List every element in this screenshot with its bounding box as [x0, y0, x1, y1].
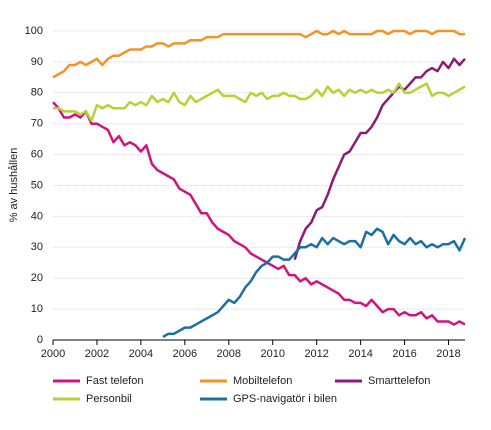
y-tick-label: 10 — [31, 303, 43, 315]
legend-label: Personbil — [86, 393, 132, 405]
x-tick-label: 2004 — [129, 348, 153, 360]
x-tick-label: 2012 — [304, 348, 328, 360]
y-tick-label: 30 — [31, 241, 43, 253]
y-tick-label: 90 — [31, 56, 43, 68]
y-tick-label: 20 — [31, 272, 43, 284]
series-line — [293, 57, 466, 261]
x-tick-label: 2010 — [260, 348, 284, 360]
series-line — [52, 101, 466, 326]
legend-label: Smarttelefon — [368, 375, 430, 387]
y-tick-label: 100 — [25, 25, 43, 37]
x-tick-label: 2014 — [348, 348, 372, 360]
series-line — [52, 29, 465, 79]
series-line — [162, 227, 467, 338]
legend-label: GPS-navigatör i bilen — [233, 393, 337, 405]
series-line — [53, 82, 466, 122]
x-tick-label: 2006 — [173, 348, 197, 360]
x-tick-label: 2002 — [85, 348, 109, 360]
y-axis-label: % av hushållen — [8, 148, 20, 223]
y-tick-label: 60 — [31, 149, 43, 161]
y-tick-label: 40 — [31, 210, 43, 222]
x-tick-label: 2018 — [436, 348, 460, 360]
y-tick-label: 80 — [31, 87, 43, 99]
x-tick-label: 2016 — [392, 348, 416, 360]
y-tick-label: 50 — [31, 179, 43, 191]
x-tick-label: 2008 — [217, 348, 241, 360]
y-tick-label: 70 — [31, 118, 43, 130]
legend-label: Mobiltelefon — [233, 375, 292, 387]
y-tick-label: 0 — [37, 334, 43, 346]
x-tick-label: 2000 — [41, 348, 65, 360]
legend-label: Fast telefon — [86, 375, 143, 387]
